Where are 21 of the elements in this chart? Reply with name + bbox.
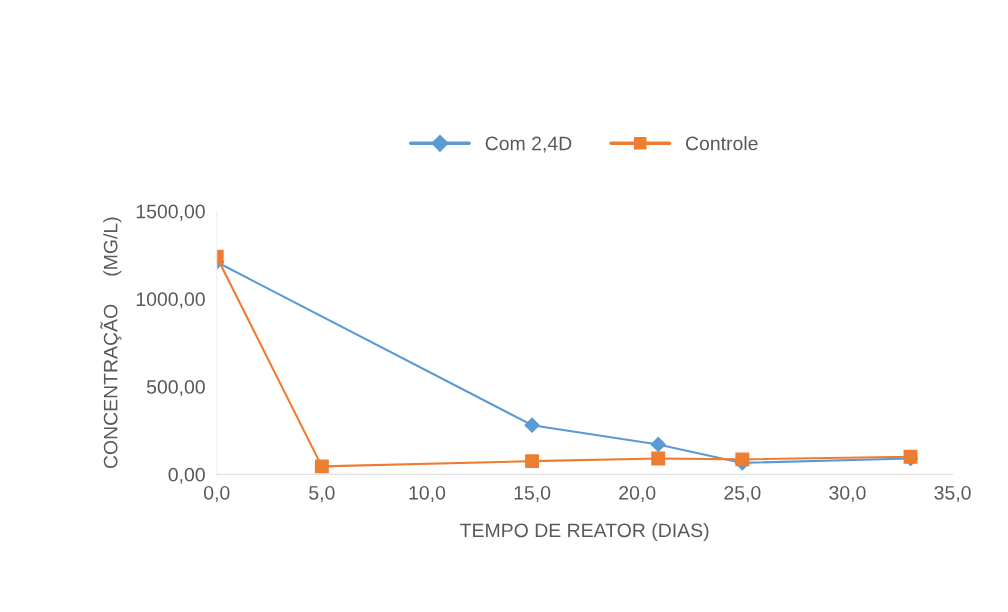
point [524,417,540,433]
x-tick-label: 10,0 [409,485,446,502]
x-tick-label: 5,0 [309,485,335,502]
x-tick-label: 0,0 [203,485,230,502]
y-tick-label: 1000,00 [136,292,205,309]
x-tick-label: 35,0 [934,485,971,502]
x-tick-label: 20,0 [619,485,656,502]
y-tick-label: 0,00 [168,467,205,484]
point [735,452,750,467]
x-tick-label: 30,0 [829,485,866,502]
legend-label: Controle [685,136,758,151]
x-axis-title: TEMPO DE REATOR (DIAS) [460,522,709,542]
y-tick-label: 500,00 [146,380,205,397]
point [650,436,666,453]
x-tick-label: 15,0 [514,485,551,502]
x-tick-label: 25,0 [724,485,761,502]
y-tick-label: 1500,00 [136,204,205,221]
y-axis-title: CONCENTRAÇÃO (MG/L) [100,217,122,469]
point [651,451,666,466]
legend-label: Com 2,4D [485,136,572,153]
point [525,454,540,469]
